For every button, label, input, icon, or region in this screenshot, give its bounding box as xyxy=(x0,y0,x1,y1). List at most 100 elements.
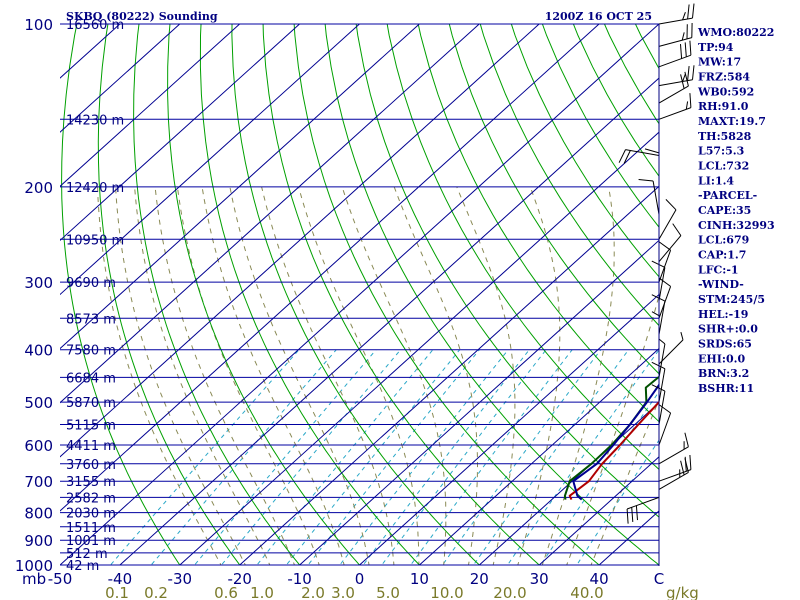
wind-barb-flag xyxy=(680,460,685,476)
height-labels: 16560 m 14230 m 12420 m 10950 m 9690 m 8573 m… xyxy=(66,18,124,574)
temperature-tick-label: 40 xyxy=(590,570,609,588)
wind-barb-flag xyxy=(681,32,685,41)
wind-barb-flag xyxy=(658,338,666,345)
wind-barb-shaft xyxy=(626,496,660,510)
pressure-tick-label: 800 xyxy=(24,505,53,523)
temperature-tick-label: -50 xyxy=(48,570,73,588)
isotherm-line xyxy=(60,24,659,565)
mixing-ratio-line xyxy=(256,349,434,565)
valid-time: 1200Z 16 OCT 25 xyxy=(545,10,652,23)
isotherms xyxy=(60,24,659,565)
wind-barb-shaft xyxy=(658,469,692,482)
wind-barb-flag xyxy=(685,101,689,110)
wind-barb-flag xyxy=(631,507,634,522)
height-label: 5115 m xyxy=(66,419,116,434)
height-label: 3760 m xyxy=(66,458,116,473)
temperature-tick-label: 20 xyxy=(470,570,489,588)
index-line: FRZ:584 xyxy=(698,70,750,83)
wind-barb-flag xyxy=(658,404,671,414)
mixing-ratio-tick-label: 0.2 xyxy=(144,584,168,600)
moist-adiabat-line xyxy=(229,186,370,565)
station-title: SKBQ (80222) Sounding xyxy=(66,10,218,23)
isotherm-line xyxy=(238,185,659,565)
moist-adiabat-line xyxy=(201,186,345,565)
index-line: STM:245/5 xyxy=(698,293,765,306)
wind-barb-flag xyxy=(651,361,666,370)
height-label: 10950 m xyxy=(66,233,124,248)
wind-barb-flag xyxy=(680,331,684,341)
wind-barb xyxy=(658,22,693,47)
mixing-ratio-line xyxy=(150,349,337,565)
height-label: 6684 m xyxy=(66,371,116,386)
isotherm-line xyxy=(358,293,659,565)
wind-barb-flag xyxy=(692,3,695,19)
wind-barb-flag xyxy=(651,294,666,302)
index-line: TH:5828 xyxy=(698,130,752,143)
index-line: BSHR:11 xyxy=(698,382,754,395)
wind-barb-flag xyxy=(680,74,685,89)
wind-barb-flag xyxy=(672,223,682,236)
index-line: -PARCEL- xyxy=(698,189,757,202)
temperature-tick-label: 0 xyxy=(355,570,365,588)
pressure-tick-label: 1000 xyxy=(15,557,53,575)
temperature-tick-label: 10 xyxy=(410,570,429,588)
wind-barb-flag xyxy=(689,93,692,108)
pressure-tick-label: 200 xyxy=(24,179,53,197)
sounding-traces xyxy=(563,375,659,501)
wind-barb-shaft xyxy=(658,343,666,378)
mixing-ratio-tick-label: 20.0 xyxy=(493,584,526,600)
index-line: BRN:3.2 xyxy=(698,367,749,380)
wind-barb-flag xyxy=(644,148,660,154)
wind-barb-shaft xyxy=(652,180,660,215)
wind-barb xyxy=(658,458,689,490)
temperature-trace xyxy=(568,400,659,501)
temperature-tick-label: -40 xyxy=(108,570,133,588)
mixing-ratio-tick-label: 0.1 xyxy=(105,584,129,600)
wind-barb xyxy=(658,331,684,365)
isotherm-line xyxy=(538,456,659,565)
mixing-ratio-line xyxy=(220,349,401,565)
moist-adiabat-line xyxy=(590,398,659,565)
wind-barb-shaft xyxy=(658,368,666,403)
wind-barb-shaft xyxy=(658,471,689,490)
wind-barb-shaft xyxy=(658,235,682,263)
pressure-tick-labels: 100 200 300 400 500 600 700 800 900 1000 xyxy=(15,16,53,575)
height-label: 14230 m xyxy=(66,113,124,128)
mixing-ratio-tick-label: 3.0 xyxy=(331,584,355,600)
mixing-ratio-tick-label: 2.0 xyxy=(301,584,325,600)
mixing-ratio-tick-label: 0.6 xyxy=(214,584,238,600)
wind-barb xyxy=(658,93,692,120)
wind-barb-flag xyxy=(689,454,692,470)
height-label: 42 m xyxy=(66,559,99,574)
wind-barb-shaft xyxy=(658,85,689,104)
mixing-ratio-line xyxy=(307,349,480,565)
index-line: LFC:-1 xyxy=(698,263,739,276)
index-line: SRDS:65 xyxy=(698,337,752,350)
mixing-ratio-lines xyxy=(109,349,659,565)
mixing-ratio-tick-label: 5.0 xyxy=(376,584,400,600)
wind-barb-shaft xyxy=(658,301,666,335)
wind-barb-flag xyxy=(684,42,687,57)
wind-barb xyxy=(658,432,689,465)
index-line: LCL:679 xyxy=(698,234,749,247)
mixing-ratio-line xyxy=(285,349,461,565)
height-label: 12420 m xyxy=(66,181,124,196)
pressure-tick-label: 100 xyxy=(24,16,53,34)
pressure-tick-label: 400 xyxy=(24,342,53,360)
index-line: CINH:32993 xyxy=(698,219,775,232)
height-label: 1001 m xyxy=(66,534,116,549)
wind-barb-shaft xyxy=(658,267,666,301)
mixing-ratio-line xyxy=(540,390,659,565)
isotherm-line xyxy=(60,24,421,350)
height-label: 512 m xyxy=(66,547,108,562)
pressure-tick-label: 700 xyxy=(24,473,53,491)
wind-barb xyxy=(638,179,660,215)
isotherm-line xyxy=(418,347,659,565)
mixing-ratio-tick-labels: 0.1 0.2 0.6 1.0 2.0 3.0 5.0 10.0 20.0 40.0 xyxy=(105,584,604,600)
wind-barb-flag xyxy=(684,458,689,473)
index-line: SHR+:0.0 xyxy=(698,323,758,336)
isotherm-line xyxy=(60,24,361,296)
wind-barb xyxy=(658,199,677,240)
